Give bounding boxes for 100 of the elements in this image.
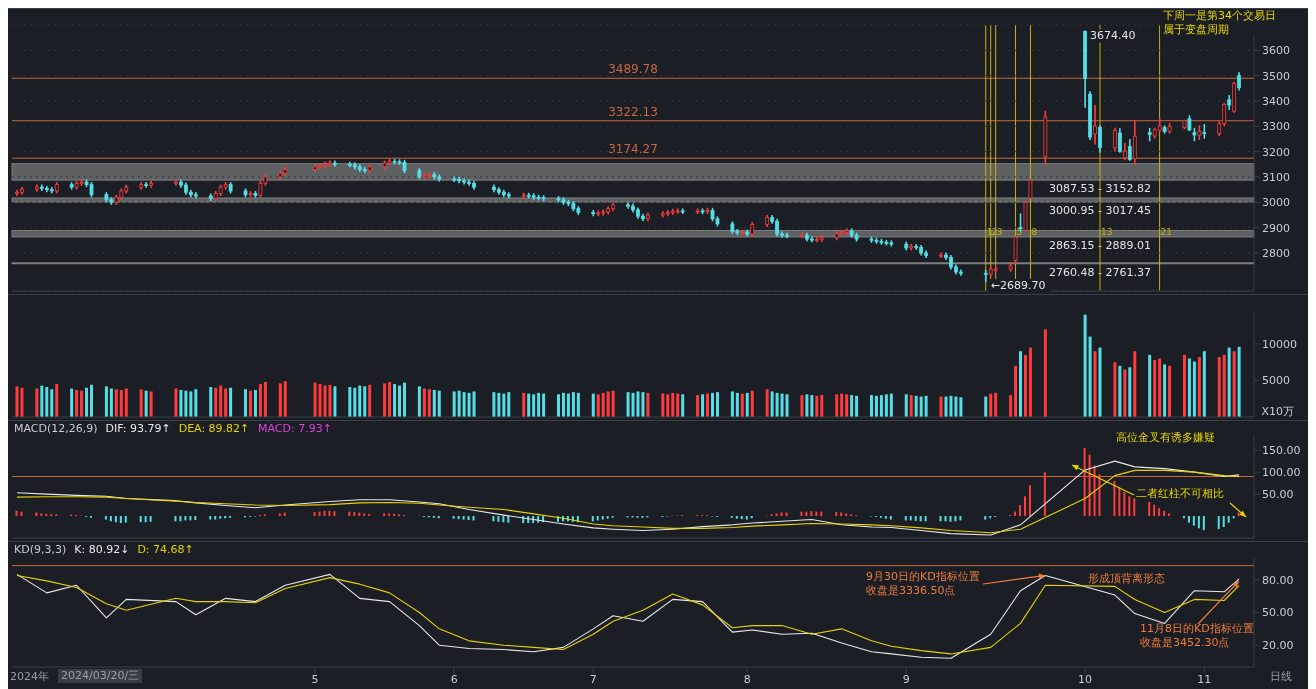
bar — [353, 512, 356, 517]
bar — [283, 381, 287, 417]
bar — [119, 516, 122, 524]
bar — [745, 516, 748, 520]
bar — [1128, 367, 1132, 417]
ref-line-label: 2 — [991, 227, 998, 237]
bar — [194, 389, 198, 417]
bar — [681, 394, 685, 417]
bar — [393, 384, 397, 417]
text: 2024年 — [10, 670, 49, 684]
text: DIF: 93.79↑ — [105, 422, 171, 435]
bar — [984, 516, 987, 520]
bar — [815, 395, 819, 417]
candlestick — [1013, 235, 1018, 265]
bar — [810, 511, 813, 517]
bar — [393, 513, 396, 517]
y-tick-label: 3300 — [1262, 120, 1290, 134]
bar — [184, 390, 188, 417]
bar — [1098, 347, 1102, 417]
bar — [50, 389, 54, 417]
text: 日线 — [1270, 670, 1292, 684]
bar — [785, 394, 789, 417]
bar — [765, 389, 769, 417]
bar — [189, 391, 193, 417]
y-tick-label: 2800 — [1262, 246, 1290, 260]
bar — [1123, 491, 1126, 517]
candlestick — [983, 268, 988, 283]
bar — [15, 510, 18, 517]
bar — [402, 382, 406, 417]
bar — [571, 392, 575, 417]
bar — [209, 516, 212, 520]
bar — [874, 395, 878, 417]
bar — [323, 385, 327, 417]
bar — [1028, 347, 1032, 417]
bar — [502, 393, 506, 417]
bar — [805, 394, 809, 417]
bar — [715, 392, 719, 417]
bar — [139, 516, 142, 523]
bar — [810, 395, 814, 417]
bar — [666, 394, 670, 417]
bar — [944, 396, 948, 417]
y-tick-label: 100.00 — [1262, 466, 1301, 480]
annotation: ←2689.70 — [990, 278, 1046, 292]
bar — [601, 516, 604, 520]
bar — [706, 393, 710, 417]
bar — [835, 512, 838, 517]
bar — [467, 392, 471, 417]
bar — [889, 393, 893, 417]
bar — [884, 516, 887, 519]
bar — [696, 395, 700, 417]
bar — [248, 390, 252, 417]
bar — [537, 392, 541, 417]
bar — [1202, 351, 1206, 417]
candlestick — [1093, 104, 1097, 146]
candlestick — [1098, 124, 1102, 154]
bar — [1023, 496, 1026, 517]
bar — [820, 395, 824, 417]
bar — [711, 392, 714, 417]
bar — [114, 389, 118, 417]
bar — [1118, 487, 1121, 517]
bar — [432, 389, 436, 417]
bar — [611, 390, 615, 417]
bar — [437, 516, 440, 519]
bar — [452, 391, 456, 417]
bar — [328, 510, 331, 517]
candlestick — [1117, 127, 1122, 154]
bar — [278, 513, 281, 517]
band-label: 3000.95 - 3017.45 — [1049, 204, 1151, 218]
x-tick-label: 7 — [589, 672, 597, 686]
bar — [914, 516, 917, 521]
y-tick-label: 2900 — [1262, 221, 1290, 235]
bar — [944, 516, 947, 522]
bar — [532, 394, 536, 417]
bar — [492, 516, 495, 522]
candlestick — [1028, 178, 1033, 200]
bar — [462, 392, 466, 417]
bar — [398, 385, 402, 417]
bar — [1113, 362, 1117, 417]
y-tick-label: 80.00 — [1262, 573, 1294, 587]
bar — [1088, 454, 1091, 517]
bar — [452, 516, 455, 519]
bar — [845, 513, 848, 517]
bar — [542, 393, 546, 417]
bar — [522, 392, 526, 417]
bar — [1028, 485, 1031, 517]
bar — [507, 516, 510, 523]
bar — [70, 388, 74, 417]
bar — [1043, 329, 1047, 417]
bar — [835, 394, 839, 417]
bar — [884, 394, 888, 417]
bar — [879, 395, 883, 417]
annotation: 9月30日的KD指标位置收盘是3336.50点 — [866, 570, 980, 598]
bar — [1227, 347, 1231, 417]
bar — [745, 392, 749, 417]
bar — [1043, 472, 1046, 517]
bar — [845, 394, 849, 417]
candlestick — [1127, 138, 1132, 162]
bar — [1158, 508, 1161, 517]
bar — [909, 395, 913, 417]
bar — [1197, 516, 1200, 529]
